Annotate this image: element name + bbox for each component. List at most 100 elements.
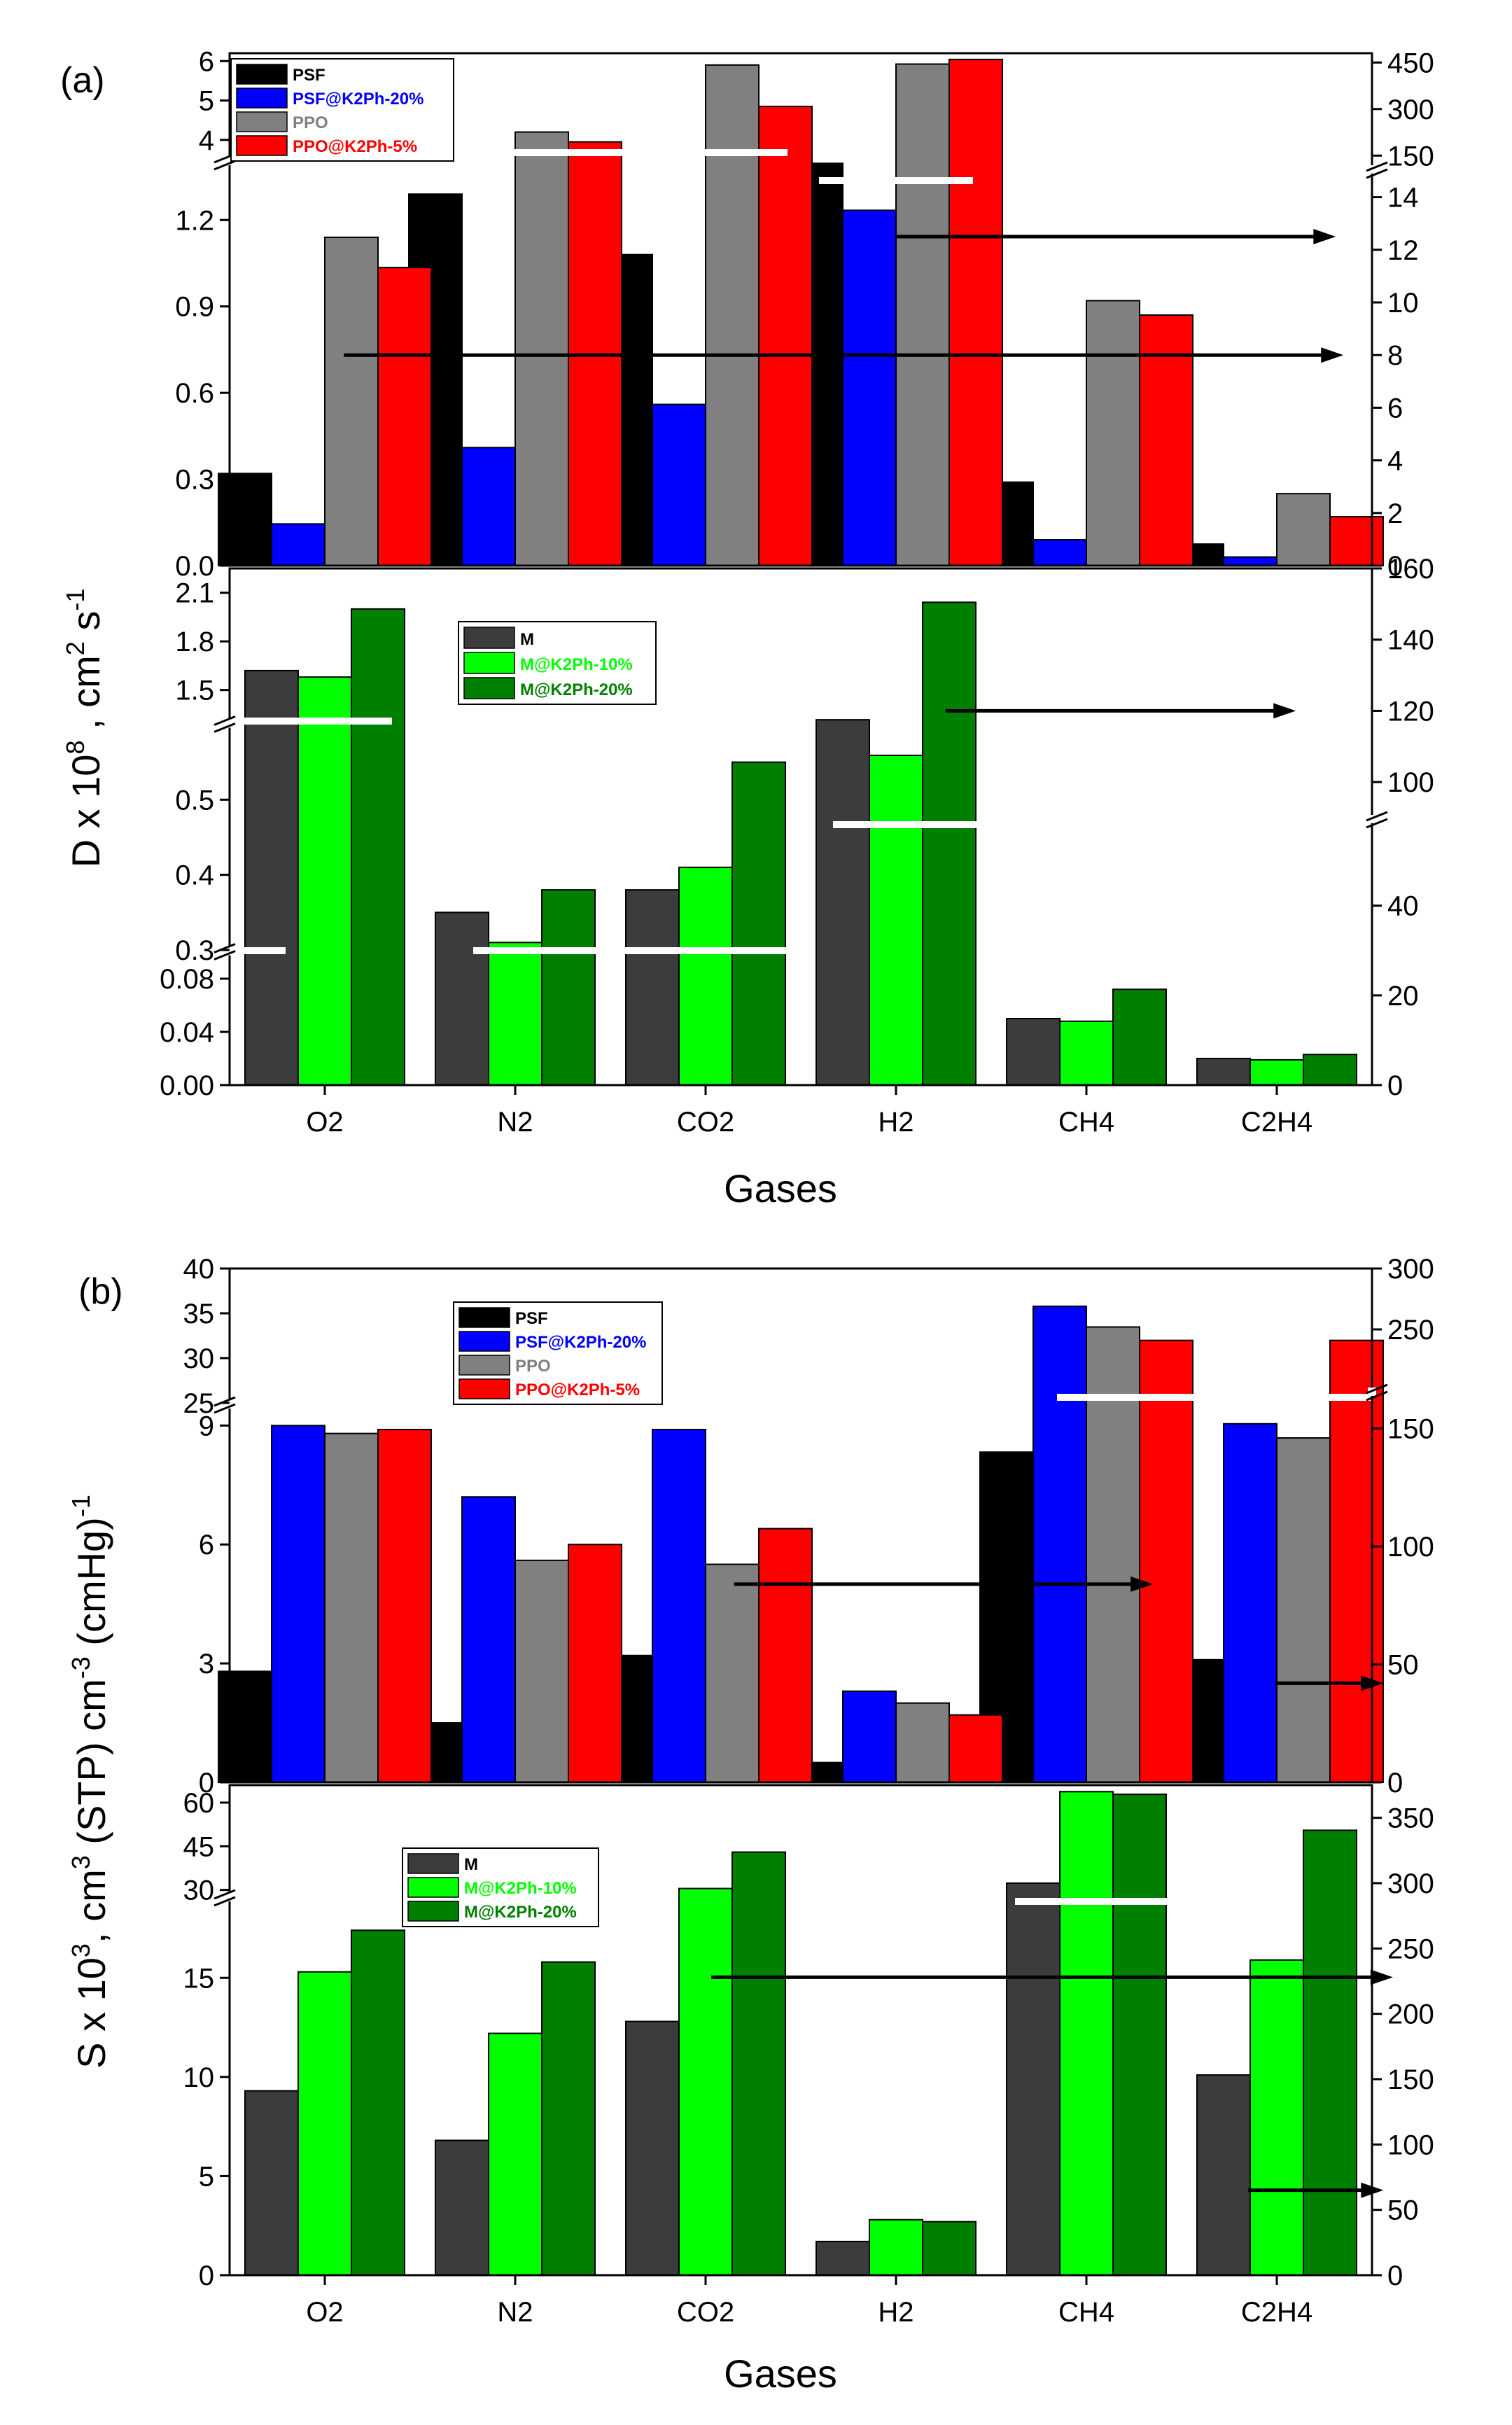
bar-m-k2ph-20--o2 [351,608,405,1086]
right-tick-label: 250 [1387,1934,1434,1964]
bar-ppo-c2h4 [1276,493,1331,567]
bar-psf-k2ph-20--n2 [461,1496,516,1784]
left-tick-label: 0.08 [160,964,214,995]
bar-ppo-k2ph-5--co2 [758,106,813,566]
right-axis-break-mark [1366,811,1388,822]
right-tick-label: 0 [1387,1768,1403,1798]
legend-label-ppo: PPO [293,113,328,132]
legend-swatch-m [463,627,515,649]
bar-psf-k2ph-20--c2h4 [1223,556,1278,567]
left-tick-label: 30 [183,1875,215,1906]
bar-m-k2ph-10--ch4 [1059,1020,1114,1086]
right-tick-label: 250 [1387,1315,1434,1346]
bar-psf-o2 [218,473,272,566]
legend-label-psf: PSF [293,66,326,85]
bar-ppo-h2 [895,1702,950,1783]
right-tick-label: 4 [1387,446,1403,477]
left-tick-label: 1.2 [175,205,214,236]
left-tick-label: 6 [199,1530,214,1560]
bar-m-k2ph-20--h2 [922,2221,976,2276]
axis-break-gap [1015,1898,1218,1905]
axis-break-gap [231,718,392,725]
left-tick-label: 30 [183,1343,215,1374]
axis-pointer-arrow-head [1361,1675,1384,1691]
left-axis-break-mark [214,715,236,726]
bar-m-k2ph-20--ch4 [1112,1794,1167,2276]
legend-label-psf: PSF [515,1309,548,1328]
right-tick-label: 0 [1387,551,1403,582]
legend-label-psf-k2ph-20-: PSF@K2Ph-20% [515,1333,646,1352]
legend-label-m-k2ph-20-: M@K2Ph-20% [520,680,633,699]
axis-pointer-arrow-head [1321,347,1344,363]
left-axis-break-mark [214,1403,236,1414]
left-tick-label: 0.6 [175,378,214,409]
bar-psf-o2 [218,1670,272,1784]
bar-ppo-k2ph-5--h2 [948,58,1003,566]
bar-m-co2 [625,889,680,1086]
plot-frame [228,1784,1373,2277]
bar-ppo-k2ph-5--co2 [758,1528,813,1783]
legend-swatch-m-k2ph-10- [463,652,515,674]
bar-m-k2ph-20--h2 [922,601,976,1086]
legend-label-ppo-k2ph-5-: PPO@K2Ph-5% [515,1381,640,1399]
axis-break-gap [819,177,973,184]
x-tick-label-c2h4: C2H4 [1241,1107,1312,1138]
bar-m-k2ph-10--ch4 [1059,1791,1114,2276]
bar-psf-k2ph-20--ch4 [1032,538,1087,567]
left-tick-label: 35 [183,1299,215,1329]
bar-m-k2ph-20--o2 [351,1929,405,2276]
bar-m-h2 [816,2240,870,2276]
left-axis-break-mark [214,943,236,953]
bar-m-ch4 [1006,1882,1060,2276]
x-tick-label-o2: O2 [306,1107,343,1138]
axis-break-gap [473,947,787,954]
left-tick-label: 0.04 [160,1017,214,1048]
right-tick-label: 120 [1387,696,1434,727]
legend-swatch-psf [236,64,288,85]
legend-swatch-psf [458,1307,510,1328]
bar-psf-k2ph-20--n2 [461,447,516,566]
legend-label-m-k2ph-10-: M@K2Ph-10% [520,655,633,674]
right-tick-label: 300 [1387,95,1434,125]
left-axis-break-mark [214,160,236,171]
panel-a-upper-subplot: 0.0 0.3 0.6 0.9 1.2 4 5 6 0 2 4 6 8 10 12 14 150 300 450 PS… [175,46,1434,582]
left-tick-label: 0.3 [175,465,214,496]
right-tick-label: 300 [1387,1868,1434,1899]
legend-label-m: M [464,1855,478,1874]
right-tick-label: 50 [1387,1650,1419,1681]
panel-a-label: (a) [60,60,105,101]
left-axis-break-mark [214,950,236,960]
left-tick-label: 15 [183,1963,215,1994]
legend-label-ppo: PPO [515,1357,551,1376]
axis-pointer-arrow-head [1361,2182,1384,2198]
bar-ppo-k2ph-5--ch4 [1139,314,1194,566]
panel-b-label: (b) [78,1271,123,1312]
right-tick-label: 160 [1387,554,1434,585]
left-tick-label: 25 [183,1388,215,1419]
left-tick-label: 4 [199,125,214,156]
panel-b-lower-subplot: 0 5 10 15 30 45 60 0 50 100 150 200 250 300 350 O2 N2 CO2… [183,1784,1434,2328]
right-tick-label: 0 [1387,2260,1403,2291]
right-tick-label: 100 [1387,1532,1434,1563]
left-axis-break-mark [214,722,236,733]
axis-break-gap [1316,1394,1372,1401]
left-tick-label: 0.5 [175,785,214,816]
legend-swatch-ppo-k2ph-5- [236,135,288,156]
bar-ppo-n2 [514,131,569,566]
bar-ppo-h2 [895,63,950,567]
bar-m-k2ph-10--o2 [298,676,352,1086]
plot-area: 0.00.30.60.91.245602468101214150300450PS… [160,46,1434,2328]
bar-m-co2 [625,2020,680,2276]
legend-swatch-psf-k2ph-20- [458,1331,510,1352]
bar-psf-k2ph-20--h2 [842,1690,897,1783]
right-axis-break-mark [1366,168,1388,179]
axis-pointer-arrow-head [1273,703,1296,719]
bar-m-c2h4 [1196,2074,1251,2276]
legend-label-m-k2ph-20-: M@K2Ph-20% [464,1903,577,1922]
left-tick-label: 0.0 [175,551,214,582]
bar-psf-k2ph-20--co2 [652,1428,706,1784]
x-tick-label-c2h4: C2H4 [1241,2297,1312,2328]
legend-label-ppo-k2ph-5-: PPO@K2Ph-5% [293,137,417,156]
bar-ppo-k2ph-5--h2 [948,1714,1003,1783]
